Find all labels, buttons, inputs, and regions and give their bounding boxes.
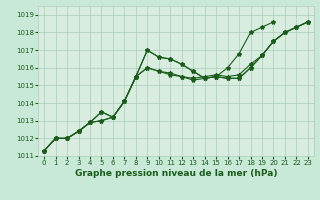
X-axis label: Graphe pression niveau de la mer (hPa): Graphe pression niveau de la mer (hPa) — [75, 169, 277, 178]
